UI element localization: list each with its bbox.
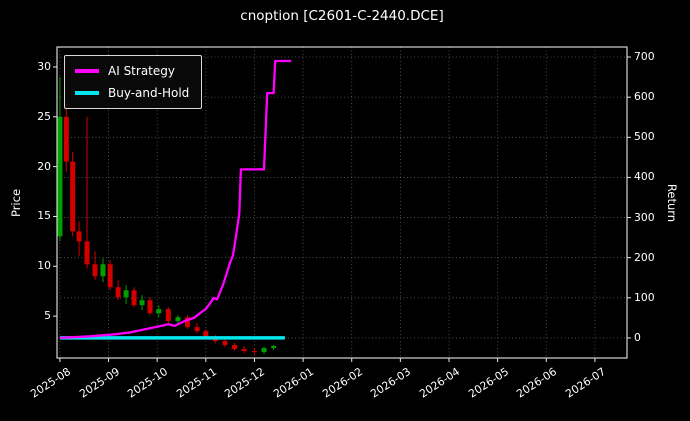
ai-strategy-line-swatch	[75, 69, 99, 73]
return-tick-label: 700	[634, 50, 655, 64]
y-axis-label-price: Price	[9, 188, 23, 218]
return-tick-label: 300	[634, 210, 655, 224]
price-tick-label: 25	[37, 109, 51, 123]
price-tick-label: 5	[44, 309, 51, 323]
chart-title: cnoption [C2601-C-2440.DCE]	[240, 8, 444, 24]
legend: AI Strategy Buy-and-Hold	[64, 55, 203, 109]
return-tick-label: 600	[634, 90, 655, 104]
y-axis-label-return: Return	[665, 183, 679, 223]
price-tick-label: 15	[37, 209, 51, 223]
buy-and-hold-line-swatch	[75, 91, 99, 95]
return-tick-label: 100	[634, 290, 655, 304]
legend-item-ai-strategy: AI Strategy	[75, 64, 189, 78]
return-tick-label: 200	[634, 250, 655, 264]
price-tick-label: 20	[37, 159, 51, 173]
price-tick-label: 30	[37, 59, 51, 73]
legend-label-buy-and-hold: Buy-and-Hold	[108, 86, 190, 100]
price-tick-label: 10	[37, 259, 51, 273]
legend-item-buy-and-hold: Buy-and-Hold	[75, 86, 189, 100]
return-tick-label: 400	[634, 170, 655, 184]
return-tick-label: 500	[634, 130, 655, 144]
return-tick-label: 0	[634, 330, 641, 344]
legend-label-ai-strategy: AI Strategy	[108, 64, 175, 78]
